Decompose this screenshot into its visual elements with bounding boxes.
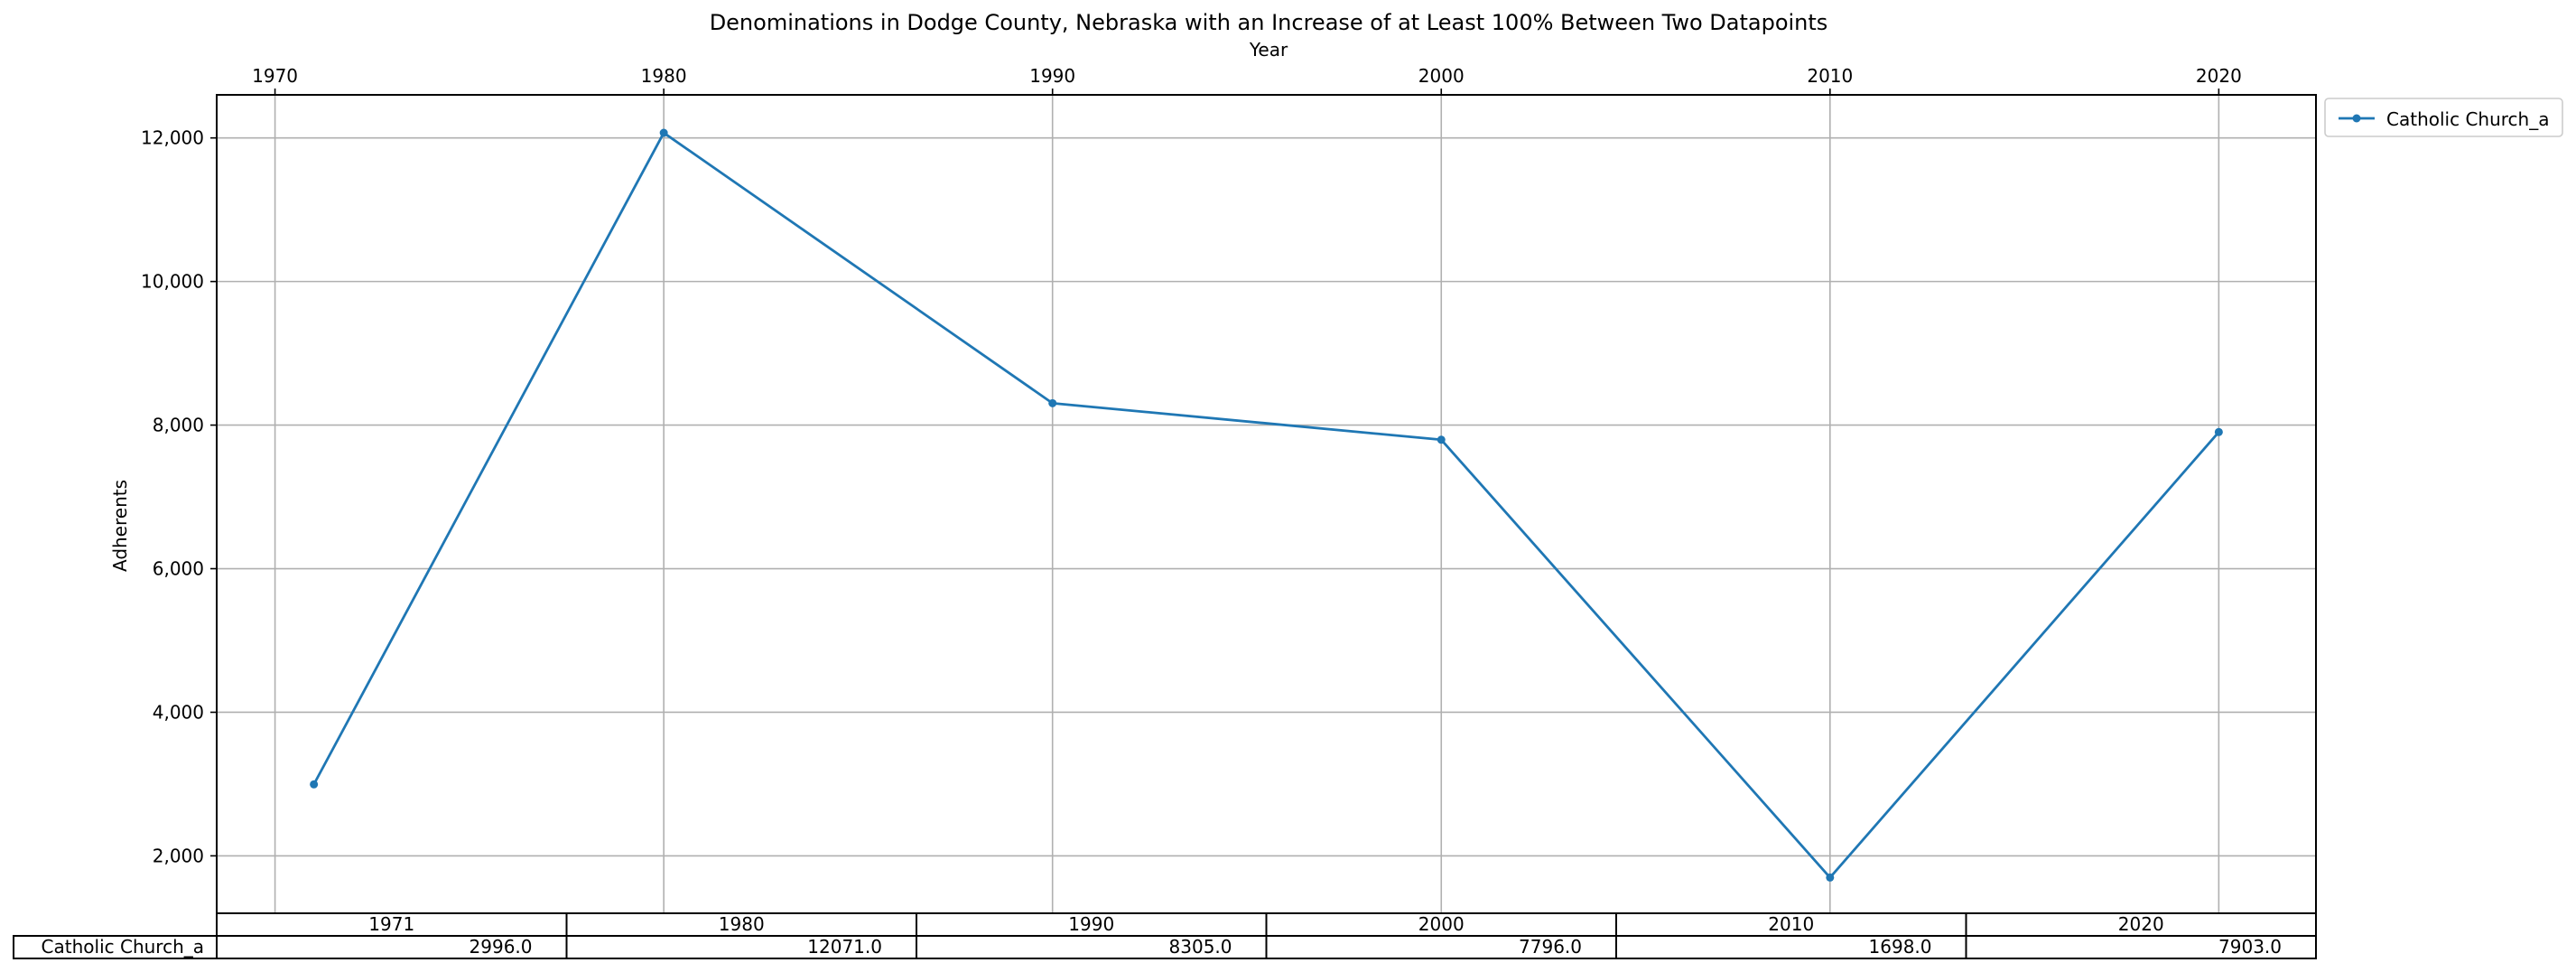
x-axis-label: Year (1249, 39, 1288, 61)
y-tick-label: 10,000 (141, 271, 204, 293)
table-cell: 8305.0 (1169, 936, 1232, 958)
chart-title: Denominations in Dodge County, Nebraska … (710, 10, 1828, 35)
table-column-header: 1990 (1068, 913, 1114, 935)
x-tick-labels: 1970 1980 1990 2000 2010 2020 (252, 65, 2242, 95)
data-point (1437, 435, 1446, 444)
table-cell: 7796.0 (1519, 936, 1582, 958)
y-tick-label: 2,000 (153, 845, 204, 866)
x-tick-label: 1970 (252, 65, 298, 87)
table-column-header: 1971 (368, 913, 414, 935)
y-tick-label: 6,000 (153, 558, 204, 580)
y-tick-label: 8,000 (153, 415, 204, 436)
x-tick-label: 2000 (1418, 65, 1465, 87)
data-point (659, 128, 668, 137)
x-tick-label: 2010 (1807, 65, 1853, 87)
legend-entry-label: Catholic Church_a (2386, 108, 2549, 130)
data-point (310, 780, 319, 789)
data-point (1048, 398, 1057, 407)
y-tick-label: 12,000 (141, 127, 204, 149)
x-tick-label: 1980 (641, 65, 687, 87)
y-tick-label: 4,000 (153, 701, 204, 723)
table-row-label: Catholic Church_a (42, 936, 204, 958)
table-column-header: 2000 (1418, 913, 1465, 935)
y-tick-labels: 2,000 4,000 6,000 8,000 10,000 12,000 (141, 127, 217, 866)
y-axis-label: Adherents (109, 480, 131, 572)
table-column-header: 2010 (1768, 913, 1814, 935)
x-tick-label: 2020 (2196, 65, 2242, 87)
table-column-header: 2020 (2118, 913, 2164, 935)
data-point (2214, 427, 2223, 436)
table-cell: 12071.0 (807, 936, 882, 958)
table-cell: 1698.0 (1869, 936, 1932, 958)
grid-layer (217, 95, 2316, 913)
plot-frame (216, 94, 2317, 914)
x-tick-label: 1990 (1029, 65, 1075, 87)
table-cell: 2996.0 (470, 936, 533, 958)
table-data-row (13, 935, 2317, 959)
data-table: 1971 1980 1990 2000 2010 2020 Catholic Church_… (13, 912, 2317, 959)
table-column-header: 1980 (719, 913, 765, 935)
series-layer (310, 128, 2223, 882)
legend-box (2324, 98, 2563, 137)
legend-swatch-marker (2352, 114, 2361, 123)
data-point (1826, 873, 1835, 882)
legend: Catholic Church_a (2324, 98, 2563, 137)
table-cell: 7903.0 (2218, 936, 2282, 958)
series-line (312, 131, 2220, 879)
